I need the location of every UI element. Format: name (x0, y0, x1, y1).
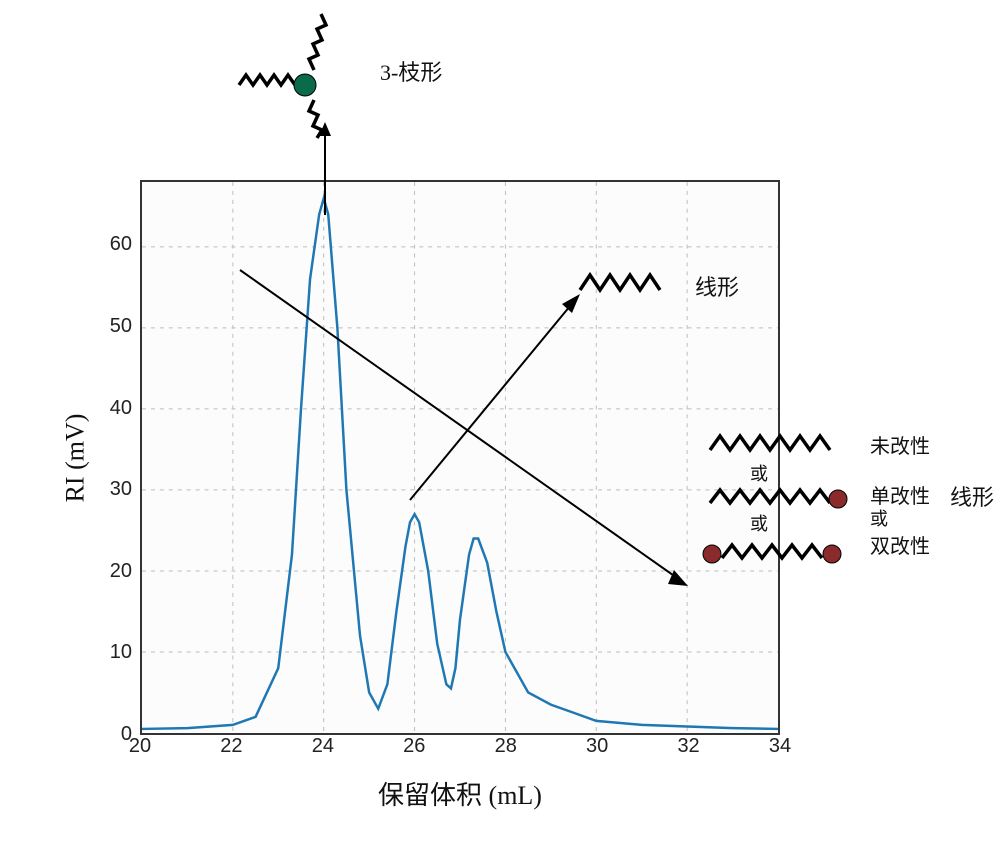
unmodified-label: 未改性 (870, 430, 930, 459)
di-modified-label: 双改性 (870, 530, 930, 559)
linear-icon (575, 265, 695, 305)
unmodified-icon (700, 430, 880, 460)
modified-linear-group: 或 或 (700, 430, 990, 575)
or-label-1: 或 (750, 460, 768, 486)
or-label-2: 或 (750, 510, 768, 536)
or-label-3: 或 (870, 505, 888, 531)
arrow-peak3-to-modified (240, 270, 688, 586)
annotation-arrows (0, 0, 1000, 846)
linear-group-label: 线形 (950, 480, 994, 512)
di-modified-icon (700, 540, 880, 570)
chromatogram-figure: 2022242628303234 0102030405060 保留体积 (mL)… (0, 0, 1000, 846)
mono-modified-icon (700, 485, 880, 515)
branched-label: 3-枝形 (380, 55, 442, 87)
linear-label: 线形 (695, 270, 739, 302)
arrow-peak2-to-linear (410, 294, 580, 500)
